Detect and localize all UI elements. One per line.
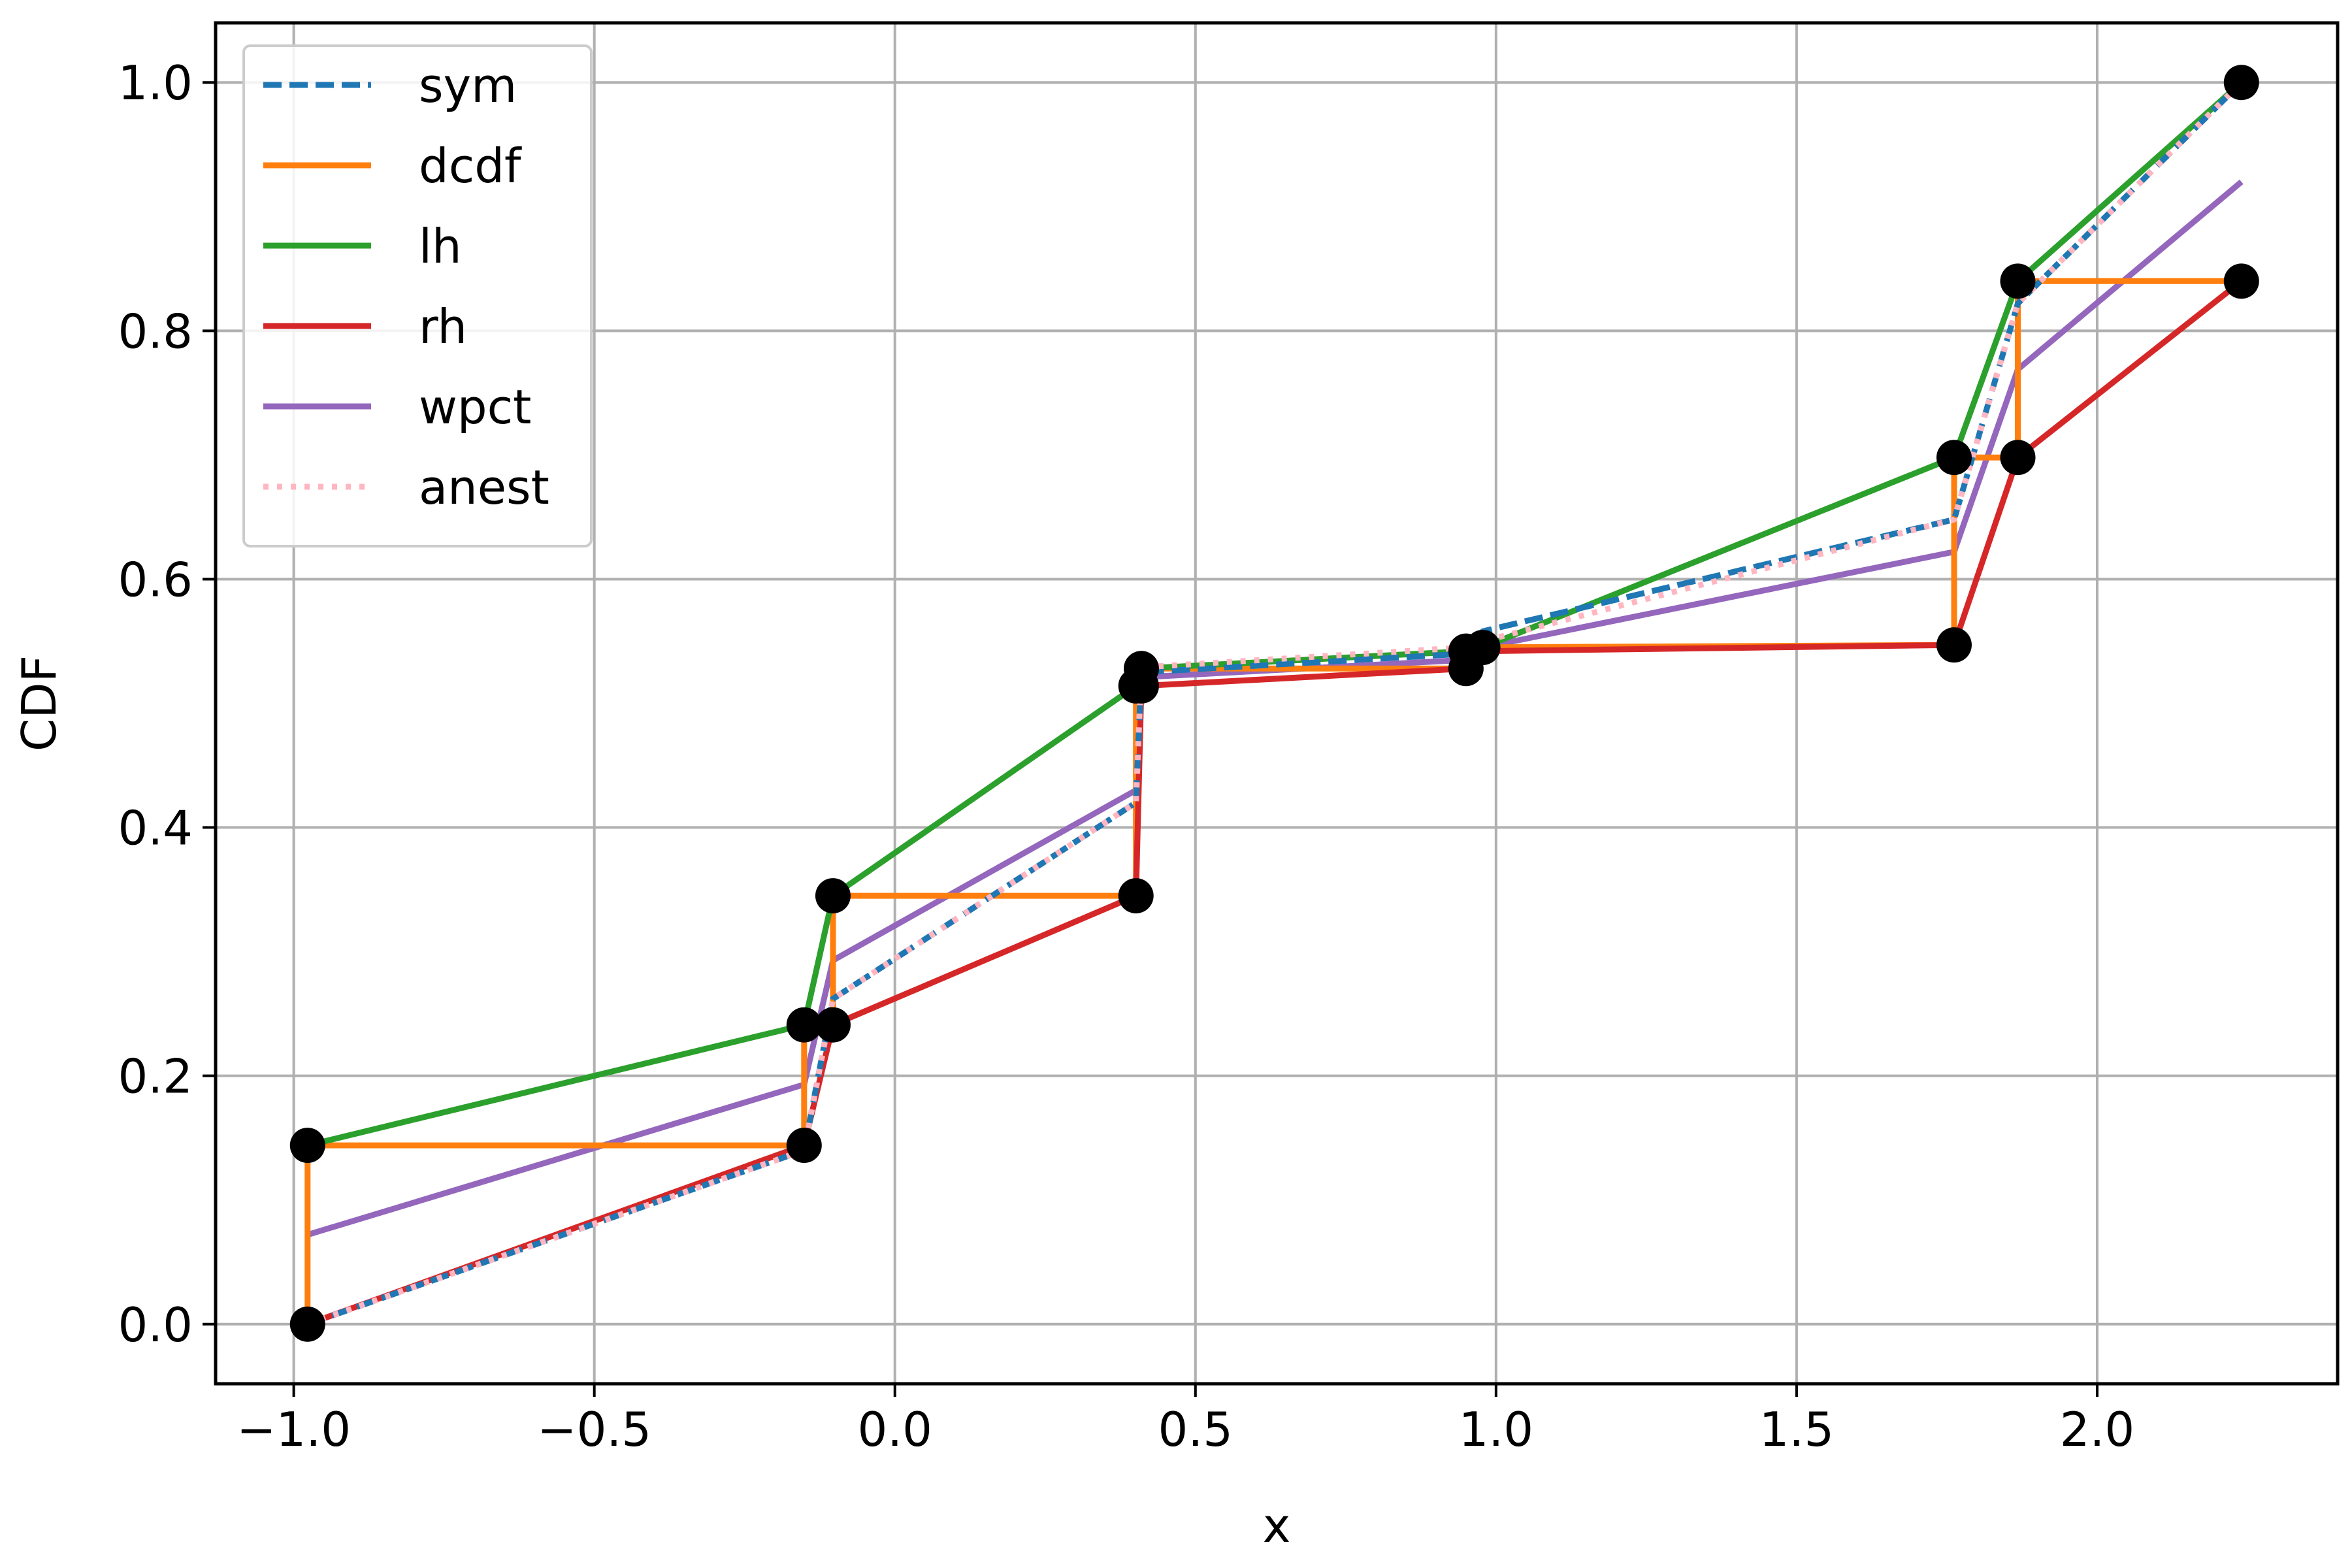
y-tick-label: 0.4: [118, 801, 193, 856]
legend-label-wpct: wpct: [419, 380, 531, 434]
x-tick-label: 0.5: [1158, 1402, 1233, 1457]
legend-label-lh: lh: [419, 219, 462, 274]
x-tick-label: 1.0: [1459, 1402, 1534, 1457]
data-point: [786, 1128, 822, 1164]
data-point: [2223, 65, 2259, 101]
legend-label-rh: rh: [419, 299, 467, 354]
y-tick-label: 0.2: [118, 1049, 193, 1104]
data-point: [1123, 651, 1159, 687]
data-point: [289, 1128, 325, 1164]
data-point: [786, 1007, 822, 1043]
series-line-sym: [306, 80, 2244, 1328]
x-tick-label: 1.5: [1759, 1402, 1835, 1457]
x-axis: −1.0 −0.5 0.0 0.5 1.0 1.5 2.0: [237, 1384, 2134, 1457]
data-point: [2000, 440, 2036, 476]
data-point: [2223, 263, 2259, 299]
data-point: [815, 1007, 851, 1043]
data-point: [1465, 629, 1501, 665]
legend-label-anest: anest: [419, 460, 549, 515]
legend-frame: [242, 44, 593, 547]
x-tick-label: −1.0: [237, 1402, 351, 1457]
data-point: [1936, 440, 1972, 476]
y-tick-label: 0.6: [118, 552, 193, 607]
legend: sym dcdf lh rh wpct anest: [242, 44, 593, 547]
y-tick-label: 0.0: [118, 1298, 193, 1352]
data-point: [1118, 878, 1154, 914]
y-axis: 0.0 0.2 0.4 0.6 0.8 1.0: [118, 56, 216, 1352]
x-axis-label: x: [1263, 1498, 1291, 1553]
legend-label-sym: sym: [419, 58, 517, 113]
x-tick-label: −0.5: [537, 1402, 651, 1457]
y-tick-label: 0.8: [118, 304, 193, 359]
x-tick-label: 2.0: [2060, 1402, 2135, 1457]
series-line-lh: [306, 80, 2244, 1149]
legend-label-dcdf: dcdf: [419, 139, 522, 193]
y-axis-label: CDF: [12, 655, 67, 751]
data-point: [2000, 263, 2036, 299]
data-point: [1936, 627, 1972, 663]
data-point: [289, 1306, 325, 1342]
data-markers: [289, 65, 2259, 1342]
data-point: [815, 878, 851, 914]
axes-frame: [214, 21, 2340, 1386]
y-tick-label: 1.0: [118, 56, 193, 110]
x-tick-label: 0.0: [857, 1402, 932, 1457]
grid: [216, 23, 2338, 1384]
